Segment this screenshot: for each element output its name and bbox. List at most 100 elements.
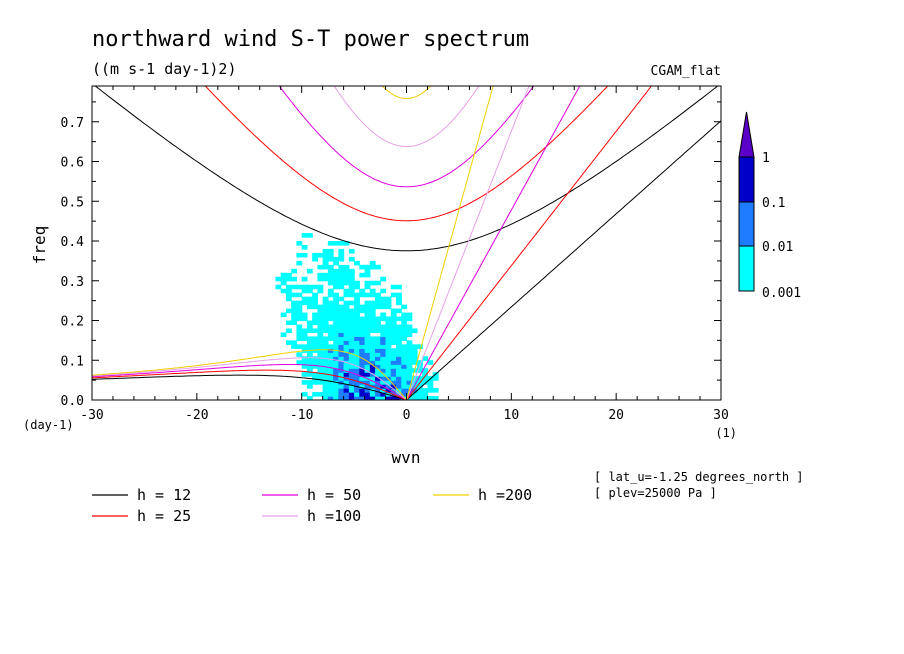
- heatmap-cell: [306, 340, 313, 345]
- heatmap-cell: [364, 368, 371, 373]
- heatmap-cell: [401, 348, 408, 353]
- heatmap-cell: [327, 256, 334, 262]
- heatmap-cell: [327, 316, 334, 322]
- heatmap-cell: [385, 344, 392, 349]
- heatmap-cell: [327, 344, 334, 349]
- heatmap-cell: [343, 328, 350, 334]
- heatmap-cell: [369, 352, 376, 357]
- heatmap-cell: [296, 332, 303, 338]
- heatmap-cell: [348, 368, 355, 373]
- heatmap-cell: [317, 332, 324, 338]
- x-tick-label: -20: [185, 408, 208, 423]
- heatmap-cell: [317, 308, 324, 314]
- heatmap-cell: [322, 360, 329, 365]
- heatmap-cell: [354, 356, 360, 361]
- chart-units: ((m s-1 day-1)2): [92, 60, 237, 78]
- heatmap-cell: [322, 368, 329, 373]
- heatmap-cell: [369, 328, 376, 334]
- heatmap-cell: [296, 300, 303, 306]
- heatmap-cell: [385, 316, 392, 322]
- heatmap-cell: [301, 284, 308, 290]
- heatmap-cell: [364, 356, 371, 361]
- heatmap-cell: [301, 316, 308, 322]
- heatmap-cell: [291, 320, 298, 326]
- heatmap-cell: [375, 352, 381, 357]
- heatmap-cell: [306, 288, 313, 294]
- heatmap-cell: [343, 368, 350, 373]
- heatmap-cell: [364, 336, 371, 341]
- heatmap-cell: [369, 308, 376, 314]
- heatmap-cell: [406, 372, 413, 377]
- heatmap-cell: [416, 384, 423, 389]
- heatmap-cell: [354, 292, 360, 298]
- heatmap-cell: [369, 260, 376, 266]
- heatmap-cell: [390, 284, 397, 290]
- heatmap-cell: [385, 324, 392, 330]
- heatmap-cell: [406, 360, 413, 365]
- heatmap-cell: [359, 328, 366, 334]
- heatmap-cell: [285, 328, 292, 334]
- heatmap-cell: [385, 300, 392, 306]
- heatmap-cell: [364, 348, 371, 353]
- heatmap-cell: [275, 276, 282, 282]
- heatmap-cell: [338, 392, 345, 397]
- inertia-gravity-curve: [278, 86, 535, 188]
- heatmap-cell: [396, 292, 402, 298]
- heatmap-cell: [338, 396, 345, 400]
- heatmap-cell: [343, 364, 350, 369]
- heatmap-cell: [390, 312, 397, 318]
- heatmap-cell: [296, 284, 303, 290]
- heatmap-cell: [317, 344, 324, 349]
- heatmap-cell: [364, 396, 371, 400]
- heatmap-cell: [296, 260, 303, 266]
- heatmap-cell: [348, 344, 355, 349]
- heatmap-cell: [406, 380, 413, 385]
- heatmap-cell: [390, 384, 397, 389]
- heatmap-cell: [327, 332, 334, 338]
- heatmap-cell: [348, 376, 355, 381]
- heatmap-cell: [369, 348, 376, 353]
- heatmap-cell: [406, 328, 413, 334]
- heatmap-cell: [291, 292, 298, 298]
- x-tick-label: 30: [713, 408, 729, 423]
- heatmap-cell: [411, 392, 418, 397]
- kelvin-wave-curve: [406, 86, 653, 400]
- heatmap-cell: [317, 392, 324, 397]
- colorbar-outline: [738, 111, 755, 292]
- heatmap-cell: [401, 360, 408, 365]
- heatmap-cell: [406, 344, 413, 349]
- heatmap-cell: [359, 288, 366, 294]
- heatmap-cell: [322, 344, 329, 349]
- heatmap-cell: [317, 316, 324, 322]
- heatmap-cell: [369, 340, 376, 345]
- heatmap-cell: [301, 244, 308, 250]
- heatmap-cell: [327, 356, 334, 361]
- heatmap-cell: [401, 364, 408, 369]
- heatmap-cell: [401, 344, 408, 349]
- heatmap-cell: [359, 364, 366, 369]
- heatmap-cell: [364, 308, 371, 314]
- heatmap-cell: [338, 376, 345, 381]
- heatmap-cell: [354, 328, 360, 334]
- heatmap-cell: [364, 312, 371, 318]
- y-tick-label: 0.6: [61, 156, 84, 171]
- heatmap-cell: [354, 308, 360, 314]
- heatmap-cell: [306, 344, 313, 349]
- heatmap-cell: [285, 340, 292, 345]
- heatmap-cell: [411, 380, 418, 385]
- heatmap-cell: [338, 312, 345, 318]
- heatmap-cell: [364, 388, 371, 393]
- heatmap-cell: [396, 316, 402, 322]
- heatmap-cell: [343, 276, 350, 282]
- heatmap-cell: [343, 332, 350, 338]
- heatmap-cell: [369, 364, 376, 369]
- annotation-latitude: [ lat_u=-1.25 degrees_north ]: [594, 470, 804, 484]
- heatmap-cell: [327, 348, 334, 353]
- y-tick-label: 0.1: [61, 354, 84, 369]
- heatmap-cell: [375, 388, 381, 393]
- heatmap-cell: [333, 292, 339, 298]
- heatmap-cell: [369, 280, 376, 286]
- heatmap-cell: [333, 356, 339, 361]
- heatmap-cell: [354, 332, 360, 338]
- heatmap-cell: [396, 348, 402, 353]
